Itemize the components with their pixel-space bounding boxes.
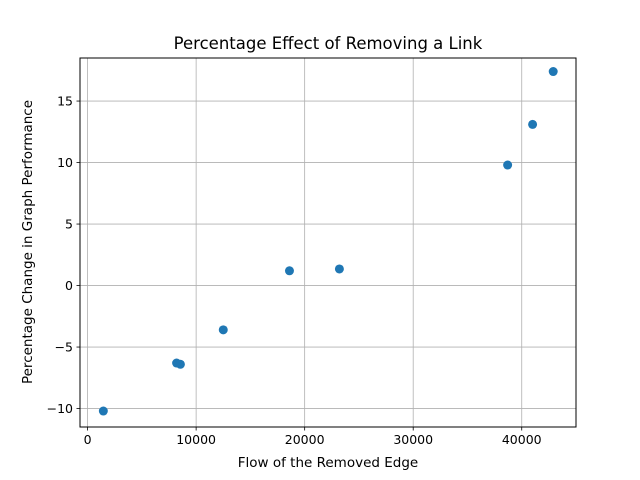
x-tick-label: 20000 (285, 432, 325, 447)
x-tick-label: 40000 (502, 432, 542, 447)
y-tick-label: −5 (55, 340, 73, 355)
data-point (528, 119, 538, 129)
x-tick-label: 0 (84, 432, 92, 447)
chart-title: Percentage Effect of Removing a Link (174, 34, 483, 53)
data-point (334, 264, 344, 274)
plot-frame (79, 57, 577, 428)
grid (80, 58, 576, 427)
data-point (284, 266, 294, 276)
data-points (98, 67, 558, 416)
x-tick-label: 30000 (393, 432, 433, 447)
data-point (175, 359, 185, 369)
data-point (548, 67, 558, 77)
y-tick-label: 15 (57, 94, 73, 109)
x-axis-label: Flow of the Removed Edge (238, 455, 418, 471)
y-axis-label: Percentage Change in Graph Performance (20, 100, 36, 384)
data-point (218, 325, 228, 335)
data-point (503, 160, 513, 170)
y-tick-label: 10 (57, 155, 73, 170)
y-tick-label: 0 (65, 278, 73, 293)
y-tick-label: 5 (65, 217, 73, 232)
y-tick-label: −10 (47, 401, 73, 416)
x-axis-ticks: 0 10000 20000 30000 40000 (84, 427, 542, 447)
x-tick-label: 10000 (176, 432, 216, 447)
y-axis-ticks: −10 −5 0 5 10 15 (47, 94, 80, 416)
data-point (98, 406, 108, 416)
